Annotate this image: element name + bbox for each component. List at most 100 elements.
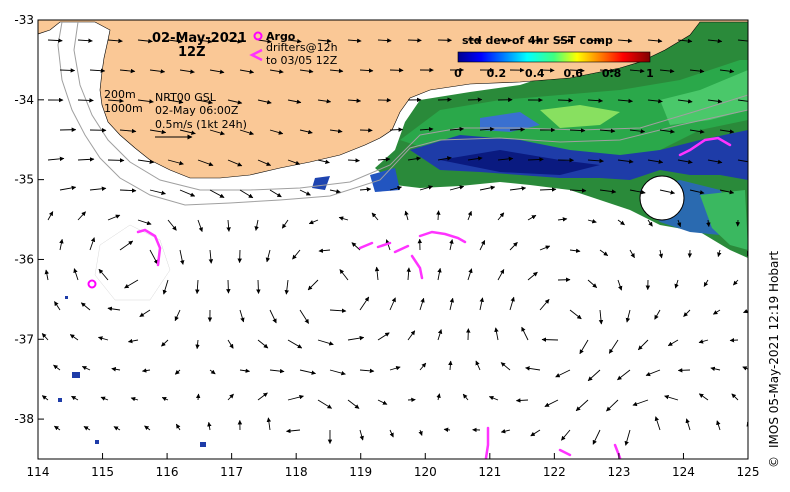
current-vector <box>677 38 693 44</box>
current-vector <box>197 39 213 44</box>
current-vector <box>287 339 303 349</box>
current-vector <box>509 186 527 191</box>
current-vector <box>608 339 619 354</box>
current-vector <box>664 394 679 401</box>
current-vector <box>149 69 166 74</box>
current-vector <box>269 129 284 135</box>
current-vector <box>47 38 63 43</box>
current-vector <box>317 339 334 346</box>
product-time: 02-May 06:00Z <box>155 104 239 117</box>
current-vector <box>149 249 159 265</box>
current-vector <box>359 368 375 374</box>
current-vector <box>389 185 402 191</box>
current-vector <box>737 99 748 104</box>
current-vector <box>167 39 183 44</box>
current-vector <box>475 360 481 371</box>
current-vector <box>698 393 709 401</box>
current-vector <box>47 156 65 162</box>
current-vector <box>437 156 452 161</box>
current-vector <box>269 189 282 198</box>
x-tick-label: 125 <box>737 465 760 479</box>
current-vector <box>527 157 544 162</box>
y-tick-label: -35 <box>14 173 34 187</box>
current-vector <box>561 429 571 441</box>
current-vector <box>287 159 301 166</box>
current-vector <box>174 369 181 375</box>
current-vector <box>467 156 483 161</box>
current-vector <box>107 98 124 104</box>
current-vector <box>389 429 394 438</box>
current-vector <box>347 335 365 341</box>
current-vector <box>77 38 93 43</box>
current-vector <box>698 339 709 344</box>
current-vector <box>406 267 411 281</box>
current-vector <box>479 185 496 191</box>
current-vector <box>195 393 201 401</box>
current-vector <box>227 393 234 401</box>
current-vector <box>449 126 465 132</box>
current-vector <box>239 368 250 374</box>
current-vector <box>77 157 95 162</box>
map-hour: 12Z <box>178 45 206 60</box>
current-vector <box>59 238 64 251</box>
current-vector <box>647 219 653 227</box>
colorbar-tick-label: 0.6 <box>563 67 583 80</box>
current-vectors <box>41 37 748 446</box>
current-vector <box>599 189 617 194</box>
current-vector <box>557 98 574 103</box>
current-vector <box>436 393 441 401</box>
current-vector <box>266 417 272 431</box>
current-vector <box>557 38 573 43</box>
current-vector <box>167 159 184 166</box>
current-vector <box>617 98 633 104</box>
current-vector <box>207 421 212 431</box>
current-vector <box>419 297 425 311</box>
current-vector <box>449 297 455 311</box>
current-vector <box>287 394 304 401</box>
current-vector <box>689 129 705 134</box>
current-vector <box>162 279 169 295</box>
current-vector <box>592 429 601 445</box>
current-vector <box>617 279 623 291</box>
y-tick-label: -33 <box>14 13 34 27</box>
current-vector <box>329 308 347 314</box>
current-vector <box>175 423 181 431</box>
current-vector <box>209 189 225 198</box>
current-vector <box>197 219 203 233</box>
current-vector <box>629 249 635 259</box>
current-vector <box>676 219 682 228</box>
current-vector <box>317 98 332 104</box>
current-vector <box>497 156 514 162</box>
current-vector <box>637 339 649 351</box>
current-vector <box>308 219 319 225</box>
current-vector <box>161 396 169 402</box>
current-vector <box>677 99 693 104</box>
colorbar-tick-label: 0.4 <box>525 67 545 80</box>
current-vector <box>107 214 121 221</box>
current-vector <box>625 309 631 323</box>
current-vector <box>239 189 254 199</box>
current-vector <box>743 308 748 314</box>
current-vector <box>419 127 434 132</box>
current-vector <box>449 185 465 191</box>
current-vector <box>227 39 243 44</box>
current-vector <box>174 309 181 322</box>
current-vector <box>479 240 486 251</box>
current-vector <box>527 38 543 43</box>
argo-legend-label: Argo <box>266 30 296 43</box>
current-vector <box>119 68 136 74</box>
current-vector <box>606 399 619 412</box>
current-vector <box>100 396 109 401</box>
current-vector <box>617 219 625 226</box>
current-vector <box>81 365 91 371</box>
x-tick-label: 117 <box>220 465 243 479</box>
current-vector <box>587 279 598 288</box>
current-vector <box>239 69 255 74</box>
current-vector <box>209 369 216 375</box>
current-vector <box>287 38 302 44</box>
current-vector <box>111 367 121 372</box>
current-vector <box>530 429 541 437</box>
current-vector <box>527 214 537 221</box>
current-vector <box>717 249 722 258</box>
current-vector <box>113 426 121 431</box>
